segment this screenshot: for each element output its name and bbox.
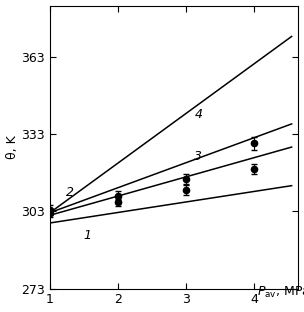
Text: 3: 3 xyxy=(194,149,202,163)
Y-axis label: θ, K: θ, K xyxy=(5,135,19,159)
Text: 4: 4 xyxy=(194,108,202,121)
Text: $P_{\rm av}$, MPa: $P_{\rm av}$, MPa xyxy=(257,285,304,300)
Text: 2: 2 xyxy=(66,186,74,199)
Text: 1: 1 xyxy=(83,229,92,242)
